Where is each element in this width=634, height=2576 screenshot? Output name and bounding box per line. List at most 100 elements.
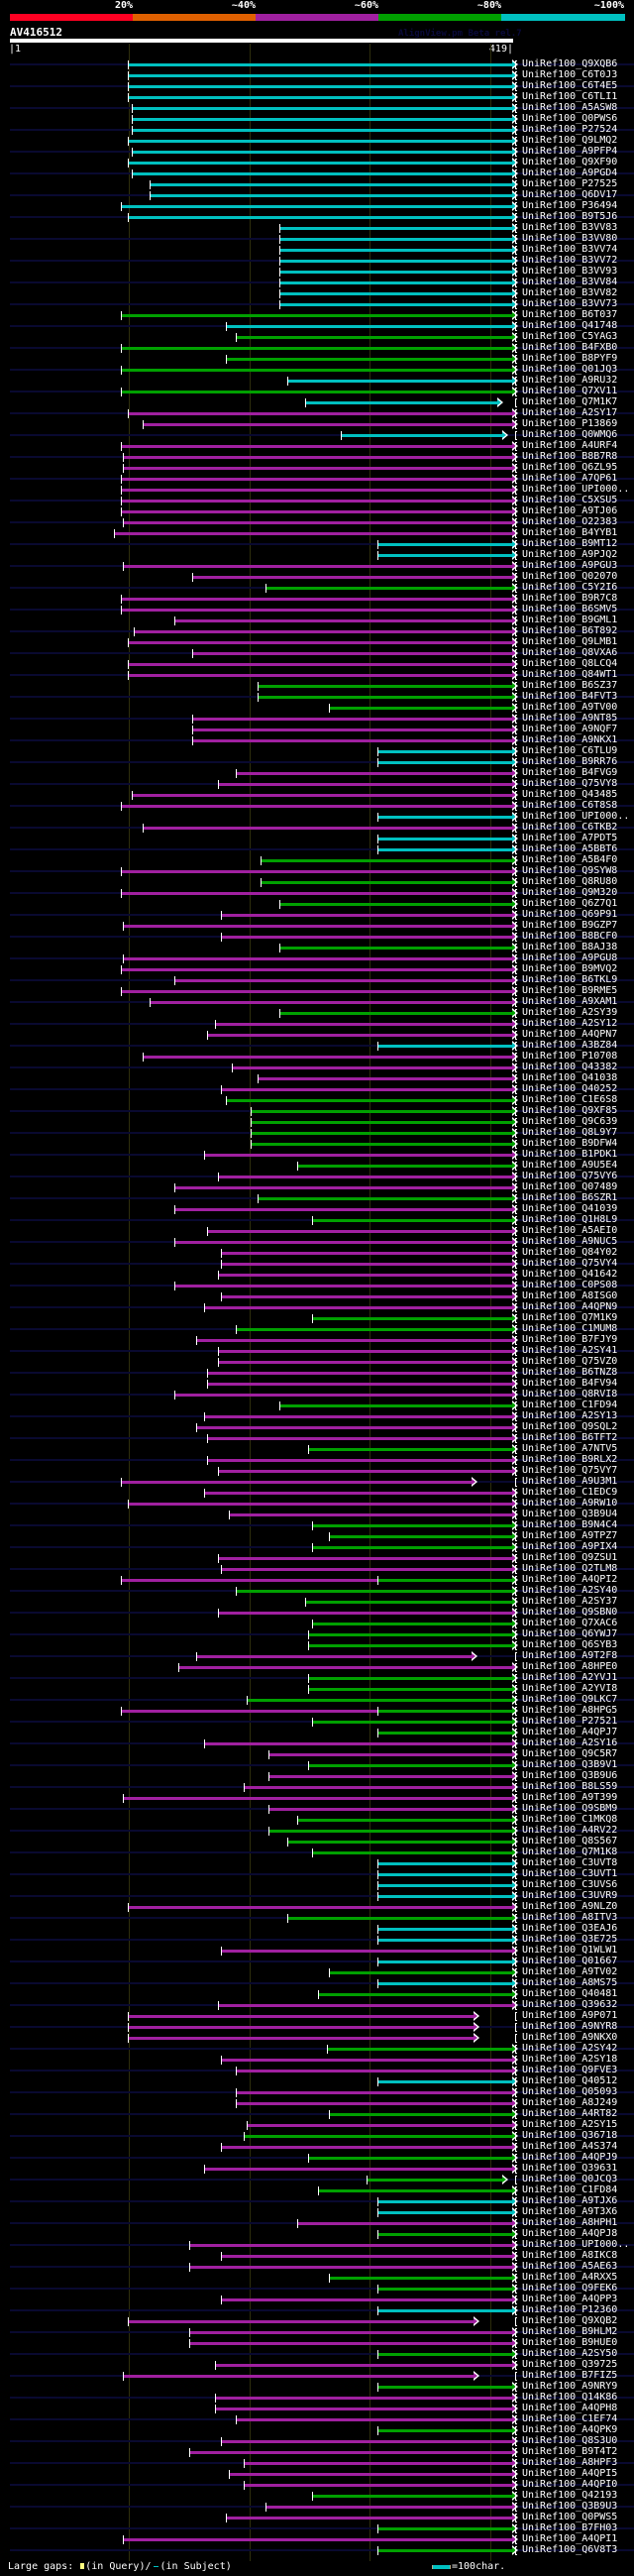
subject-label[interactable]: UniRef100_Q75VY8 xyxy=(522,778,618,789)
subject-label[interactable]: UniRef100_C6TKB2 xyxy=(522,822,618,833)
subject-label[interactable]: UniRef100_Q9SQL2 xyxy=(522,1421,618,1432)
hit-bar[interactable] xyxy=(286,1917,513,1920)
hit-bar[interactable] xyxy=(218,1361,513,1364)
hit-bar[interactable] xyxy=(128,1503,513,1506)
hit-bar[interactable] xyxy=(225,358,513,361)
hit-bar[interactable] xyxy=(131,172,513,175)
subject-label[interactable]: UniRef100_B9N4C4 xyxy=(522,1519,618,1530)
subject-label[interactable]: UniRef100_Q0PWS6 xyxy=(522,113,618,124)
hit-bar[interactable] xyxy=(120,478,513,481)
subject-label[interactable]: UniRef100_A5BBT6 xyxy=(522,843,618,854)
hit-bar[interactable] xyxy=(203,1154,513,1157)
subject-label[interactable]: UniRef100_C1MKQ8 xyxy=(522,1814,618,1825)
hit-bar[interactable] xyxy=(120,1481,473,1484)
subject-label[interactable]: UniRef100_Q14K86 xyxy=(522,2392,618,2403)
hit-bar[interactable] xyxy=(258,1197,513,1200)
hit-bar[interactable] xyxy=(376,2233,513,2236)
hit-bar[interactable] xyxy=(236,2418,513,2421)
subject-label[interactable]: UniRef100_A5B4F0 xyxy=(522,854,618,865)
subject-label[interactable]: UniRef100_Q8RU80 xyxy=(522,876,618,887)
subject-label[interactable]: UniRef100_B9T5J6 xyxy=(522,211,618,222)
subject-label[interactable]: UniRef100_Q40252 xyxy=(522,1083,618,1094)
hit-bar[interactable] xyxy=(260,881,513,884)
subject-label[interactable]: UniRef100_A2SY16 xyxy=(522,1737,618,1748)
subject-label[interactable]: UniRef100_C6T4E5 xyxy=(522,80,618,91)
hit-bar[interactable] xyxy=(376,1873,513,1876)
subject-label[interactable]: UniRef100_Q40481 xyxy=(522,1988,618,1999)
hit-bar[interactable] xyxy=(120,314,513,317)
subject-label[interactable]: UniRef100_A9PGU8 xyxy=(522,952,618,963)
hit-bar[interactable] xyxy=(268,1775,513,1778)
subject-label[interactable]: UniRef100_Q84Y02 xyxy=(522,1247,618,1258)
subject-label[interactable]: UniRef100_Q9SYW8 xyxy=(522,865,618,876)
hit-bar[interactable] xyxy=(376,1895,513,1898)
subject-label[interactable]: UniRef100_B3VV84 xyxy=(522,277,618,287)
subject-label[interactable]: UniRef100_B3VV74 xyxy=(522,244,618,255)
subject-label[interactable]: UniRef100_A9T3X6 xyxy=(522,2206,618,2217)
subject-label[interactable]: UniRef100_B8B7R8 xyxy=(522,451,618,462)
hit-bar[interactable] xyxy=(220,2059,513,2062)
subject-label[interactable]: UniRef100_B9GZP7 xyxy=(522,920,618,931)
subject-label[interactable]: UniRef100_Q8S3U0 xyxy=(522,2435,618,2446)
subject-label[interactable]: UniRef100_A9NYR8 xyxy=(522,2021,618,2032)
subject-label[interactable]: UniRef100_A7PDT5 xyxy=(522,833,618,843)
hit-bar[interactable] xyxy=(376,2353,513,2356)
subject-label[interactable]: UniRef100_A9T399 xyxy=(522,1792,618,1803)
subject-label[interactable]: UniRef100_P27521 xyxy=(522,1716,618,1727)
hit-bar[interactable] xyxy=(268,1753,513,1756)
hit-bar[interactable] xyxy=(279,238,513,241)
hit-bar[interactable] xyxy=(120,990,513,993)
hit-bar[interactable] xyxy=(120,445,513,448)
hit-bar[interactable] xyxy=(236,2070,513,2072)
subject-label[interactable]: UniRef100_B4YYB1 xyxy=(522,527,618,538)
hit-bar[interactable] xyxy=(258,1077,513,1080)
hit-bar[interactable] xyxy=(203,1306,513,1309)
subject-label[interactable]: UniRef100_Q2TLM8 xyxy=(522,1563,618,1574)
subject-label[interactable]: UniRef100_A4URF4 xyxy=(522,440,618,451)
subject-label[interactable]: UniRef100_A4QPI0 xyxy=(522,2479,618,2490)
hit-bar[interactable] xyxy=(286,380,513,383)
subject-label[interactable]: UniRef100_C5Y2I6 xyxy=(522,582,618,593)
subject-label[interactable]: UniRef100_Q1H8L9 xyxy=(522,1214,618,1225)
hit-bar[interactable] xyxy=(220,1088,513,1091)
hit-bar[interactable] xyxy=(214,2364,513,2367)
hit-bar[interactable] xyxy=(131,794,513,797)
subject-label[interactable]: UniRef100_Q01667 xyxy=(522,1956,618,1966)
subject-label[interactable]: UniRef100_Q43382 xyxy=(522,1062,618,1072)
hit-bar[interactable] xyxy=(123,456,513,459)
hit-bar[interactable] xyxy=(120,609,513,612)
subject-label[interactable]: UniRef100_Q9C5R7 xyxy=(522,1748,618,1759)
subject-label[interactable]: UniRef100_C1FD84 xyxy=(522,2184,618,2195)
subject-label[interactable]: UniRef100_Q41642 xyxy=(522,1269,618,1280)
hit-bar[interactable] xyxy=(236,1328,513,1331)
subject-label[interactable]: UniRef100_Q6SYB3 xyxy=(522,1639,618,1650)
hit-bar[interactable] xyxy=(218,1470,513,1473)
subject-label[interactable]: UniRef100_A4QPJ8 xyxy=(522,2228,618,2239)
subject-label[interactable]: UniRef100_A2SY18 xyxy=(522,2054,618,2065)
hit-bar[interactable] xyxy=(243,2484,513,2487)
hit-bar[interactable] xyxy=(220,1950,513,1953)
subject-label[interactable]: UniRef100_A8HPF3 xyxy=(522,2457,618,2468)
subject-label[interactable]: UniRef100_A9PGU3 xyxy=(522,560,618,571)
hit-bar[interactable] xyxy=(341,434,504,437)
hit-bar[interactable] xyxy=(149,194,513,197)
subject-label[interactable]: UniRef100_B8LS59 xyxy=(522,1781,618,1792)
subject-label[interactable]: UniRef100_Q84WT1 xyxy=(522,669,618,680)
hit-bar[interactable] xyxy=(376,1884,513,1887)
subject-label[interactable]: UniRef100_Q75VY7 xyxy=(522,1465,618,1476)
hit-bar[interactable] xyxy=(128,162,513,165)
hit-bar[interactable] xyxy=(329,1535,513,1538)
hit-bar[interactable] xyxy=(247,2124,513,2127)
subject-label[interactable]: UniRef100_Q0WMQ6 xyxy=(522,429,618,440)
hit-bar[interactable] xyxy=(142,1056,513,1059)
hit-bar[interactable] xyxy=(120,1579,377,1582)
hit-bar[interactable] xyxy=(218,1612,513,1615)
subject-label[interactable]: UniRef100_Q8RVI8 xyxy=(522,1389,618,1400)
hit-bar[interactable] xyxy=(251,1110,513,1113)
subject-label[interactable]: UniRef100_Q0PWS5 xyxy=(522,2512,618,2522)
subject-label[interactable]: UniRef100_Q3B9V1 xyxy=(522,1759,618,1770)
subject-label[interactable]: UniRef100_A9PIX4 xyxy=(522,1541,618,1552)
subject-label[interactable]: UniRef100_Q7M1K8 xyxy=(522,1847,618,1857)
hit-bar[interactable] xyxy=(236,2091,513,2094)
subject-label[interactable]: UniRef100_Q3B9U4 xyxy=(522,1509,618,1519)
